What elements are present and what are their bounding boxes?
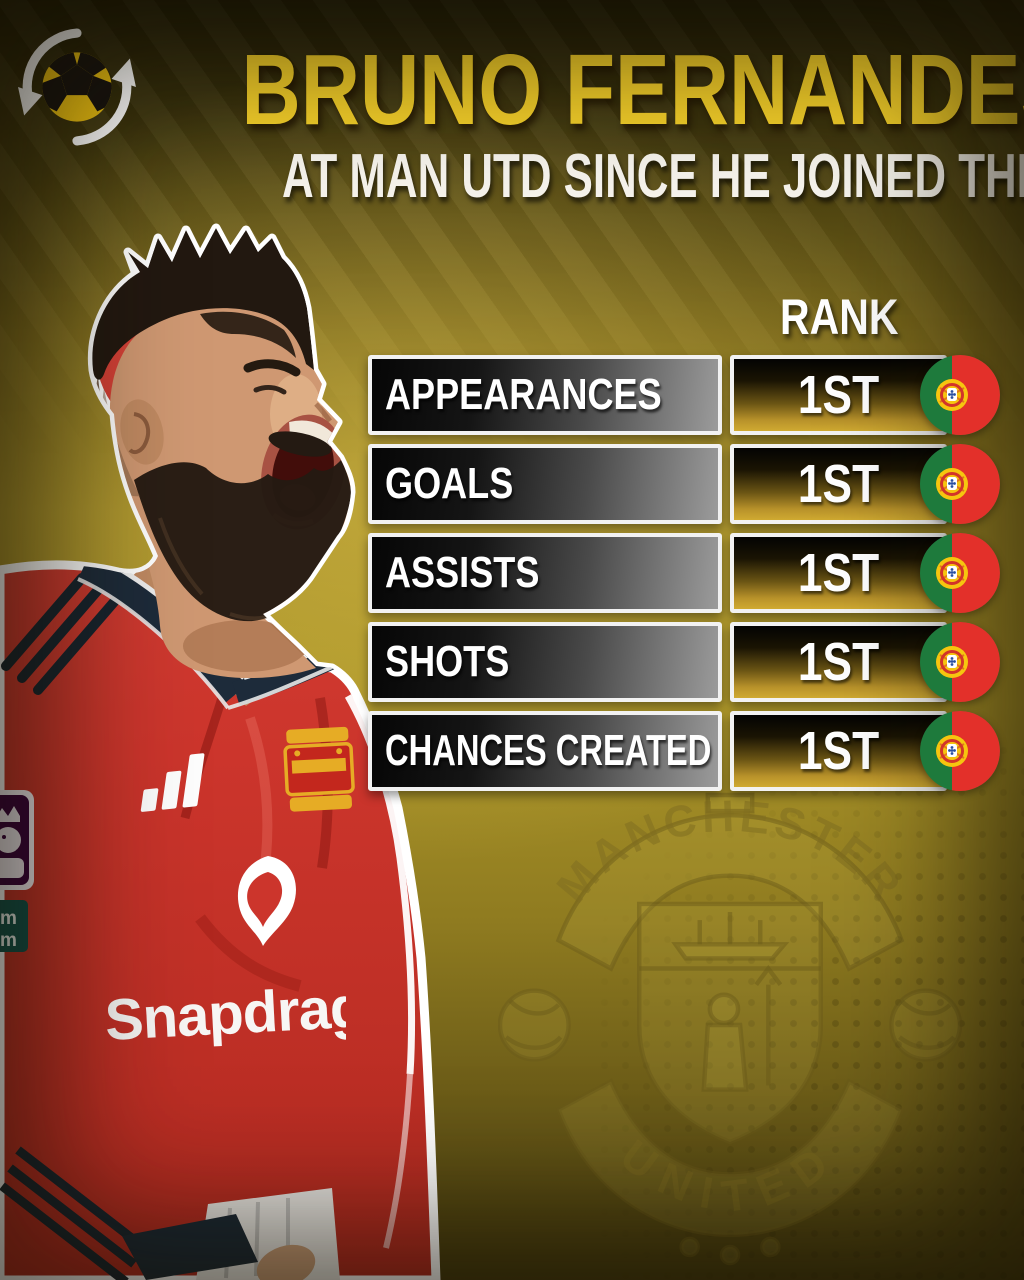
sleeve-patch-text-1: m [0,908,17,929]
stat-row: ASSISTS 1ST [368,533,1024,613]
stat-row: CHANCES CREATED 1ST [368,711,1024,791]
soccer-ball-cycle-icon [18,28,136,146]
player-ear [120,399,164,465]
snapdragon-logo-icon [237,856,296,946]
portugal-flag-icon [920,533,1000,613]
portugal-flag-icon [920,711,1000,791]
player-hand [256,1244,316,1280]
stat-rank-cell: 1ST [730,444,947,524]
stat-rank-text: 1ST [797,632,880,692]
stat-label-text: ASSISTS [385,548,540,597]
rank-column-header: RANK [732,292,947,342]
portugal-flag-icon [920,355,1000,435]
stat-rank-text: 1ST [797,454,880,514]
background-halftone-dots [594,740,1024,1280]
stat-rank-cell: 1ST [730,711,947,791]
stat-rank-cell: 1ST [730,355,947,435]
player-beard [134,460,351,622]
premier-league-badge-icon [0,790,34,890]
rank-header-text: RANK [780,289,899,345]
stat-label-cell: APPEARANCES [368,355,722,435]
adidas-logo-icon [140,753,205,812]
stat-rank-text: 1ST [797,543,880,603]
stat-row: SHOTS 1ST [368,622,1024,702]
stat-label-text: APPEARANCES [385,370,662,419]
stat-label-cell: SHOTS [368,622,722,702]
stat-label-text: GOALS [385,459,514,508]
stat-label-text: SHOTS [385,637,510,686]
man-utd-club-crest-icon [283,726,355,812]
stat-label-cell: ASSISTS [368,533,722,613]
sleeve-cuff [122,1214,258,1280]
page-title: BRUNO FERNANDES [150,40,1024,140]
player-hair [91,228,314,380]
stat-rank-text: 1ST [797,721,880,781]
stat-row: APPEARANCES 1ST [368,355,1024,435]
man-utd-crest-watermark-icon: MANCHESTER UNITED [498,792,962,1266]
stat-rank-cell: 1ST [730,533,947,613]
stat-label-cell: GOALS [368,444,722,524]
page-subtitle-text: AT MAN UTD SINCE HE JOINED THE CLUB [282,142,1024,211]
sleeve-patch-text-2: m [0,930,17,951]
page-title-text: BRUNO FERNANDES [241,34,1024,146]
stats-table: APPEARANCES 1ST GOALS 1ST [368,355,1024,800]
stat-rank-cell: 1ST [730,622,947,702]
player-photo-bruno-fernandes: m m [0,223,441,1280]
portugal-flag-icon [920,444,1000,524]
stat-label-cell: CHANCES CREATED [368,711,722,791]
portugal-flag-icon [920,622,1000,702]
stat-rank-text: 1ST [797,365,880,425]
stat-row: GOALS 1ST [368,444,1024,524]
page-subtitle: AT MAN UTD SINCE HE JOINED THE CLUB [96,146,1024,208]
stat-label-text: CHANCES CREATED [385,726,712,775]
sleeve-sponsor-patch: m m [0,900,28,952]
